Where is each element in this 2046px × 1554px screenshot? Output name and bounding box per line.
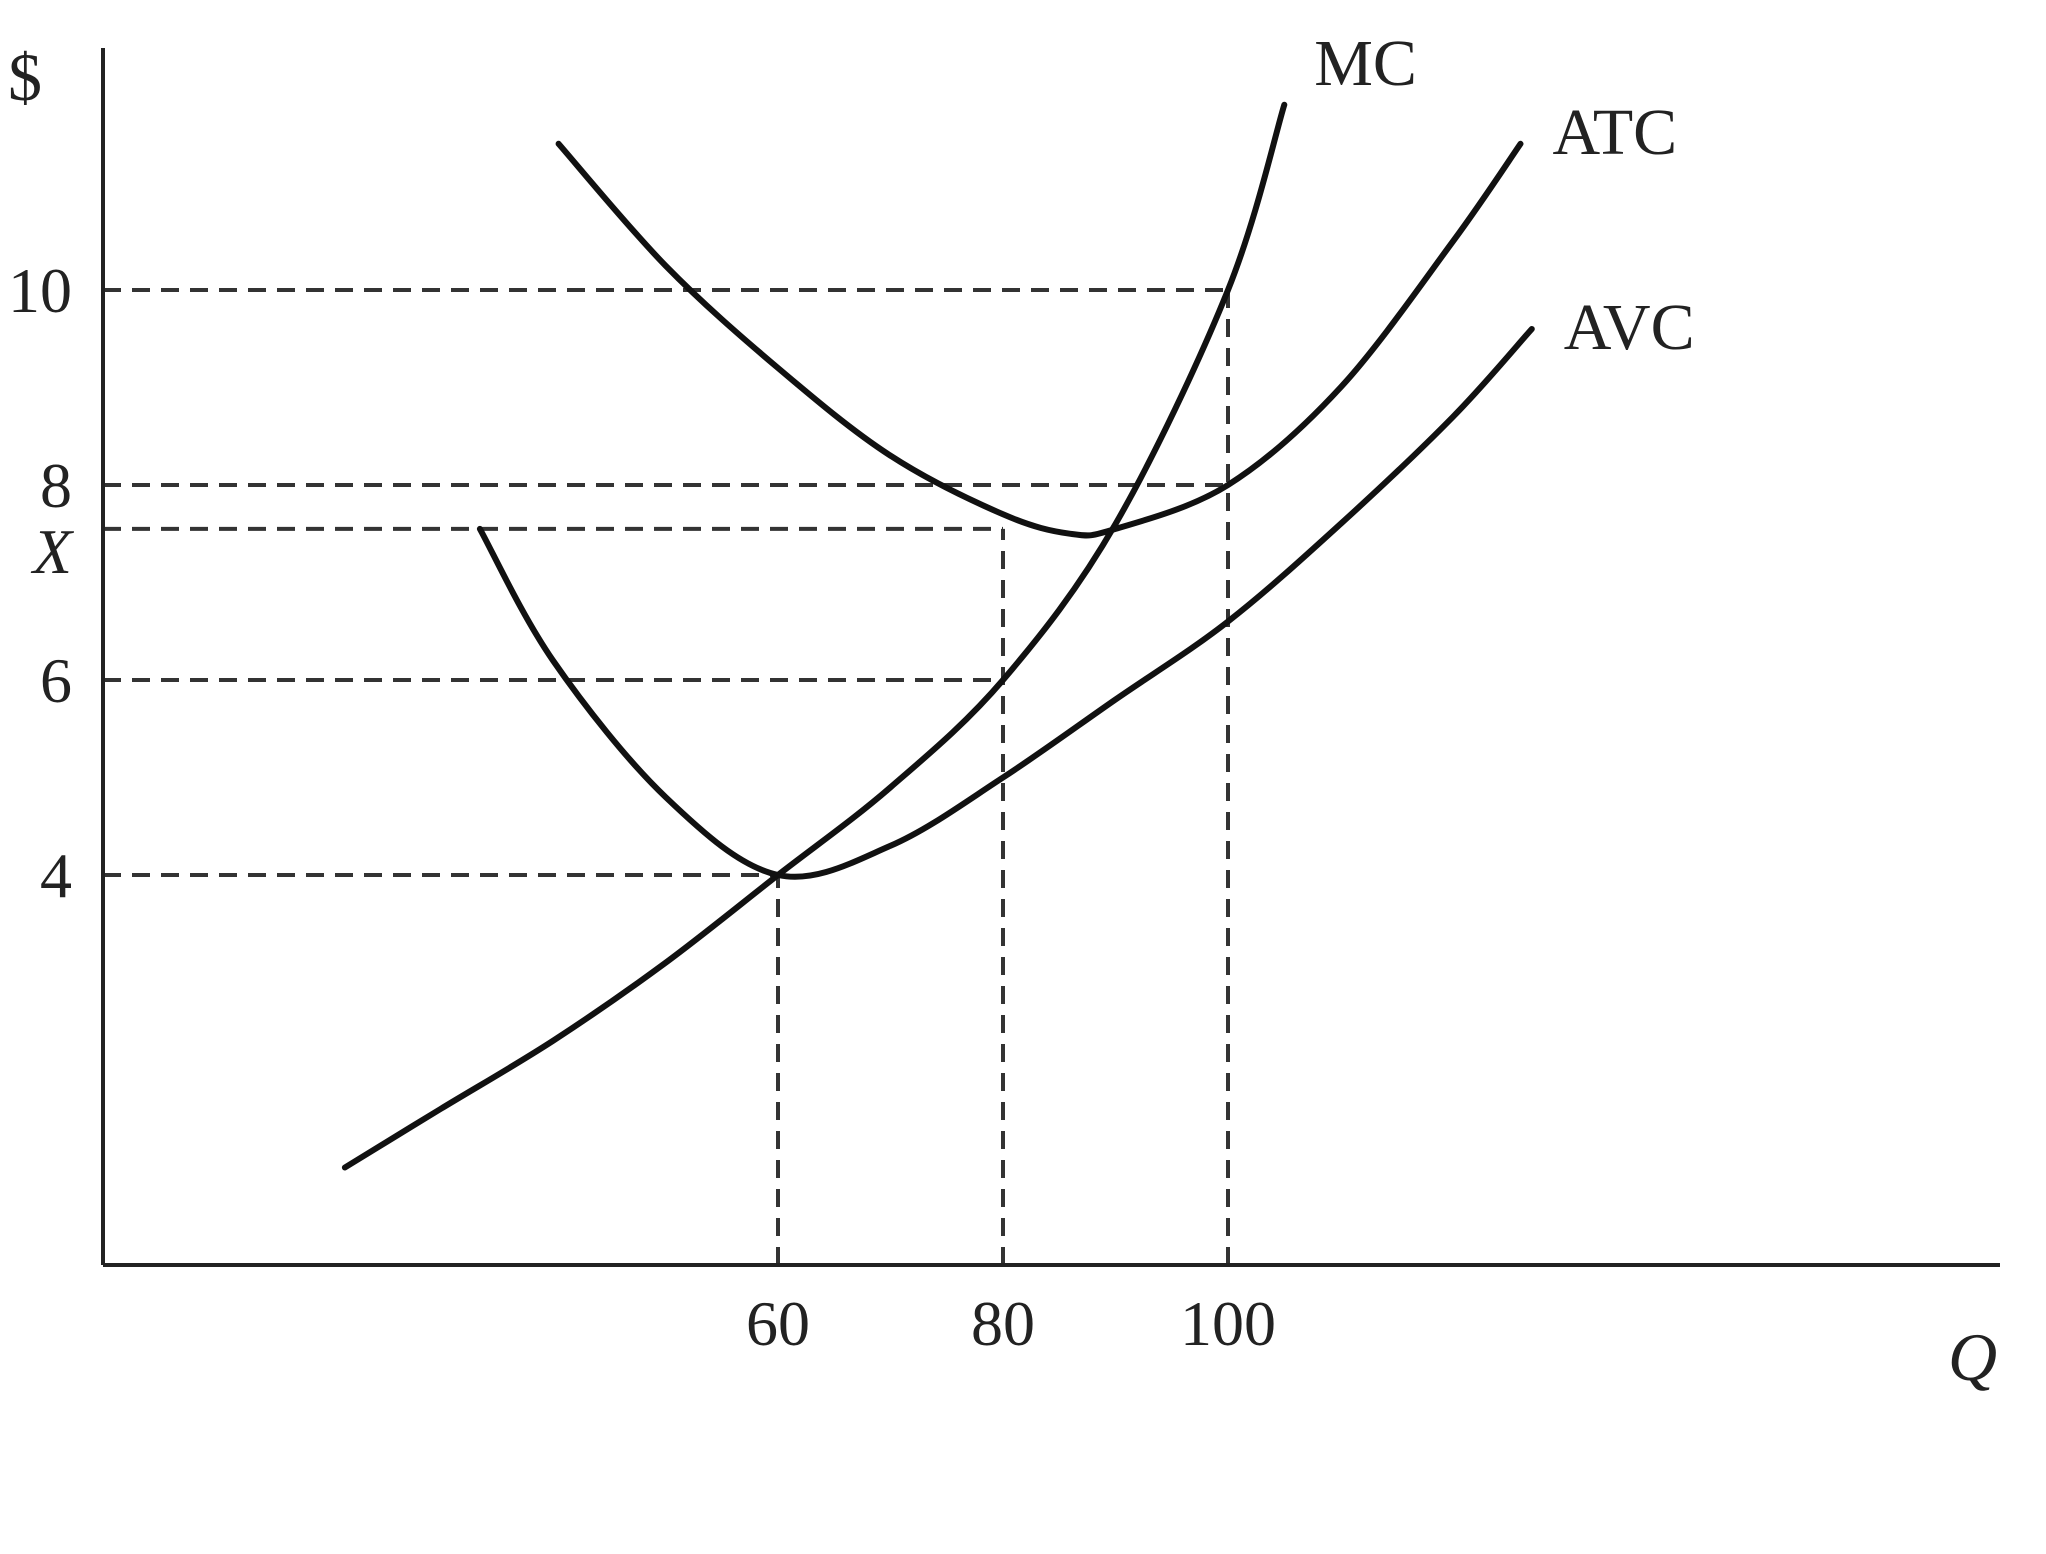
tick-labels: 10 8X 6 4 60 80 100: [8, 255, 1276, 1359]
y-tick-label: 4: [40, 840, 72, 911]
cost-curves: MC ATC AVC: [341, 27, 1695, 1171]
y-axis-title: $: [8, 39, 42, 115]
atc-curve: [555, 140, 1524, 539]
reference-lines: [103, 288, 1230, 1265]
y-tick-label: 6: [40, 645, 72, 716]
y-tick-label: X: [30, 516, 75, 587]
avc-curve-label: AVC: [1564, 291, 1695, 364]
mc-curve: [341, 101, 1288, 1171]
y-tick-label: 10: [8, 255, 72, 326]
x-axis-title: Q: [1948, 1319, 1997, 1395]
mc-curve-label: MC: [1314, 27, 1417, 100]
avc-curve: [476, 326, 1535, 880]
x-tick-label: 80: [971, 1288, 1035, 1359]
x-tick-label: 60: [746, 1288, 810, 1359]
x-tick-label: 100: [1180, 1288, 1276, 1359]
y-tick-label: 8: [40, 450, 72, 521]
atc-curve-label: ATC: [1553, 96, 1678, 169]
